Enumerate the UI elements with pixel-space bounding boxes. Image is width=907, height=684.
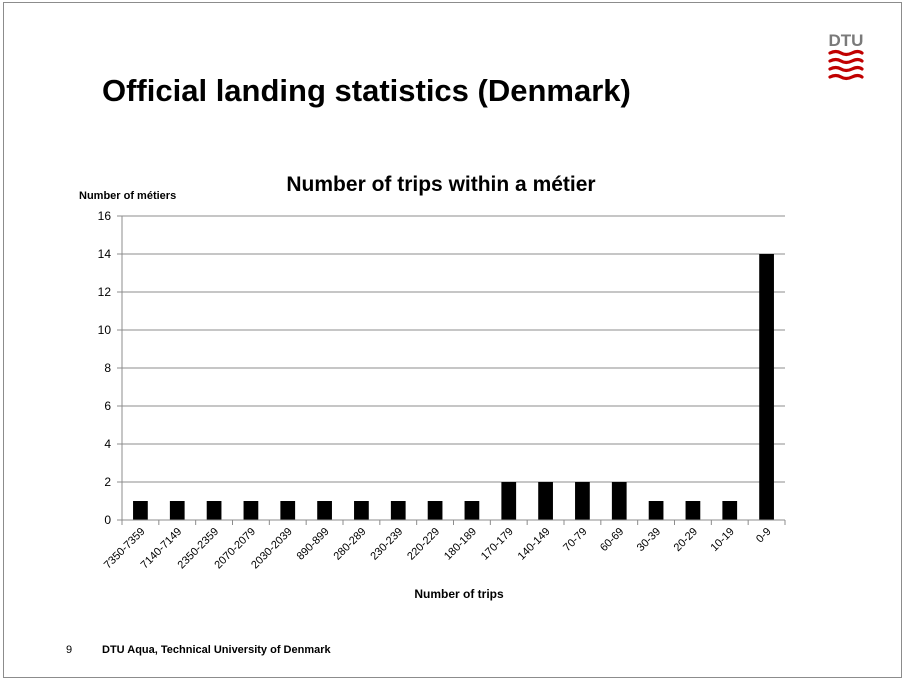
x-tick-label: 30-39 xyxy=(635,526,663,554)
footer-text: DTU Aqua, Technical University of Denmar… xyxy=(102,644,331,656)
y-tick-label: 16 xyxy=(98,209,112,223)
y-axis-label: Number of métiers xyxy=(79,190,176,202)
x-tick-label: 180-189 xyxy=(442,526,479,563)
x-tick-label: 70-79 xyxy=(561,526,589,554)
x-tick-label: 280-289 xyxy=(332,526,369,563)
x-tick-label: 230-239 xyxy=(368,526,405,563)
footer: 9 DTU Aqua, Technical University of Denma… xyxy=(66,644,331,656)
y-tick-label: 12 xyxy=(98,285,112,299)
chart-title: Number of trips within a métier xyxy=(286,173,595,196)
bar xyxy=(538,482,553,520)
bar xyxy=(611,482,627,520)
x-tick-label: 0-9 xyxy=(754,526,774,546)
bar xyxy=(464,501,480,520)
slide xyxy=(3,2,902,678)
dtu-wave-icon xyxy=(828,49,864,81)
y-tick-label: 6 xyxy=(104,399,111,413)
bar xyxy=(759,254,774,520)
bar xyxy=(243,501,259,520)
bar xyxy=(501,482,517,520)
logo-wave xyxy=(828,73,864,81)
logo-wave xyxy=(828,49,864,57)
y-tick-label: 0 xyxy=(104,513,111,527)
y-tick-label: 14 xyxy=(98,247,112,261)
y-tick-label: 8 xyxy=(104,361,111,375)
page-number: 9 xyxy=(66,644,73,656)
bar xyxy=(206,501,222,520)
x-tick-label: 220-229 xyxy=(405,526,442,563)
x-tick-label: 170-179 xyxy=(479,526,516,563)
bar xyxy=(280,501,296,520)
bar xyxy=(575,482,590,520)
bar xyxy=(685,501,701,520)
bar xyxy=(648,501,664,520)
x-tick-label: 140-149 xyxy=(516,526,553,563)
dtu-logo: DTU xyxy=(828,32,864,84)
bar xyxy=(427,501,443,520)
dtu-logo-text: DTU xyxy=(828,31,864,50)
x-tick-label: 60-69 xyxy=(598,526,626,554)
x-tick-label: 890-899 xyxy=(295,526,332,563)
bar xyxy=(317,501,332,520)
bar xyxy=(354,501,369,520)
x-axis-label: Number of trips xyxy=(414,587,504,601)
bar xyxy=(169,501,185,520)
y-tick-label: 4 xyxy=(104,437,111,451)
x-tick-label: 20-29 xyxy=(672,526,700,554)
slide-title: Official landing statistics (Denmark) xyxy=(102,73,631,108)
y-tick-label: 2 xyxy=(104,475,111,489)
bar xyxy=(390,501,406,520)
logo-wave xyxy=(828,57,864,65)
x-tick-label: 10-19 xyxy=(708,526,736,554)
bar xyxy=(133,501,148,520)
bar xyxy=(722,501,738,520)
y-tick-label: 10 xyxy=(98,323,112,337)
logo-wave xyxy=(828,65,864,73)
